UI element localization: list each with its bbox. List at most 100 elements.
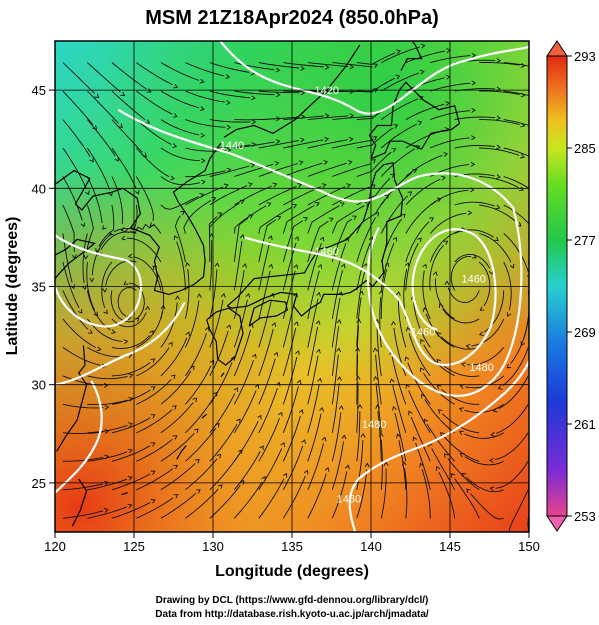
y-tick-label: 40 xyxy=(32,181,46,196)
streamline xyxy=(62,290,89,330)
map-title: MSM 21Z18Apr2024 (850.0hPa) xyxy=(145,7,438,29)
streamline-arrow xyxy=(458,407,464,412)
streamline-arrow xyxy=(294,236,299,241)
streamline-arrow xyxy=(568,103,572,107)
streamline-arrow xyxy=(200,158,206,164)
streamline-arrow xyxy=(391,320,396,326)
streamline xyxy=(498,375,529,410)
streamline-arrow xyxy=(247,182,253,187)
streamline-arrow xyxy=(450,473,456,478)
streamline xyxy=(466,476,504,493)
streamline xyxy=(234,185,272,206)
streamline xyxy=(209,240,213,291)
colorbar: 293 285 277 269 261 253 xyxy=(546,40,596,532)
streamline-arrow xyxy=(490,432,495,437)
streamline-arrow xyxy=(146,88,152,93)
streamline xyxy=(160,370,192,405)
contour-label: 1460 xyxy=(411,327,435,339)
streamline xyxy=(160,90,200,109)
streamline-arrow xyxy=(173,494,179,499)
coastline xyxy=(201,413,208,419)
streamline xyxy=(503,119,529,126)
streamline-arrow xyxy=(543,162,547,166)
streamline xyxy=(185,186,224,206)
streamline-arrow xyxy=(293,321,299,327)
streamline xyxy=(356,325,360,376)
streamline xyxy=(307,270,320,319)
streamline xyxy=(258,219,277,263)
streamline-arrow xyxy=(569,72,573,76)
streamline xyxy=(479,119,520,125)
streamline-arrow xyxy=(412,168,418,174)
streamline xyxy=(307,220,329,263)
streamline-arrow xyxy=(541,196,545,200)
streamline xyxy=(356,52,396,65)
streamline xyxy=(233,205,267,234)
streamline xyxy=(454,116,496,121)
streamline xyxy=(176,241,186,291)
streamline-arrow xyxy=(134,189,140,195)
streamline-arrow xyxy=(102,225,107,230)
streamline xyxy=(380,269,388,319)
streamline-arrow xyxy=(436,359,441,364)
streamline xyxy=(136,438,173,462)
streamline xyxy=(421,469,431,519)
streamline xyxy=(62,318,97,348)
streamline xyxy=(62,90,94,126)
streamline xyxy=(478,261,491,307)
streamline xyxy=(381,123,417,149)
streamline xyxy=(356,411,361,462)
streamline-arrow xyxy=(520,153,525,159)
streamline xyxy=(424,399,455,434)
streamline-arrow xyxy=(405,326,411,332)
streamline xyxy=(234,163,274,177)
streamline xyxy=(282,327,297,377)
streamline xyxy=(429,230,461,263)
streamline-arrow xyxy=(245,292,251,298)
streamline xyxy=(62,119,91,157)
coastline xyxy=(248,299,288,327)
streamline-arrow xyxy=(220,292,226,298)
streamline xyxy=(443,436,480,462)
streamline xyxy=(375,382,382,433)
streamline xyxy=(185,90,225,103)
streamline xyxy=(495,461,529,489)
streamline-arrow xyxy=(272,182,278,188)
streamline xyxy=(331,298,341,348)
streamline-arrow xyxy=(420,367,425,373)
streamline xyxy=(440,363,480,377)
coastline xyxy=(226,162,404,317)
streamline-arrow xyxy=(150,414,156,419)
coastline xyxy=(206,307,244,366)
streamline-arrow xyxy=(276,216,282,221)
y-tick-label: 35 xyxy=(32,280,46,295)
streamline-arrow xyxy=(412,436,418,442)
streamline xyxy=(503,90,529,97)
streamline-arrow xyxy=(432,271,438,277)
streamline-arrow xyxy=(299,137,305,143)
streamline xyxy=(381,72,420,92)
streamline xyxy=(356,297,362,348)
streamline-arrow xyxy=(103,309,108,315)
streamline xyxy=(111,362,151,377)
streamline-arrow xyxy=(315,320,321,325)
streamline-arrow xyxy=(404,262,410,268)
streamline xyxy=(111,389,151,405)
streamline xyxy=(111,335,151,349)
streamline-arrow xyxy=(471,108,476,113)
streamline-arrow xyxy=(127,503,133,509)
streamline xyxy=(479,90,520,95)
streamline xyxy=(464,432,504,439)
streamline xyxy=(185,119,226,128)
streamline-arrow xyxy=(128,396,134,402)
colorbar-tick-label: 269 xyxy=(574,325,596,340)
streamline-arrow xyxy=(317,263,323,269)
streamline-arrow xyxy=(89,157,94,163)
streamline xyxy=(429,212,467,234)
height-contours xyxy=(55,41,529,532)
streamline-arrow xyxy=(437,409,443,414)
streamline-arrow xyxy=(373,88,378,93)
streamline xyxy=(405,50,446,64)
streamline-arrow xyxy=(134,317,140,323)
streamline xyxy=(381,46,420,64)
